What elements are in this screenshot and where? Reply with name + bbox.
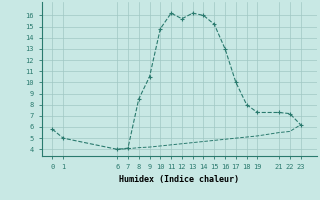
X-axis label: Humidex (Indice chaleur): Humidex (Indice chaleur): [119, 175, 239, 184]
